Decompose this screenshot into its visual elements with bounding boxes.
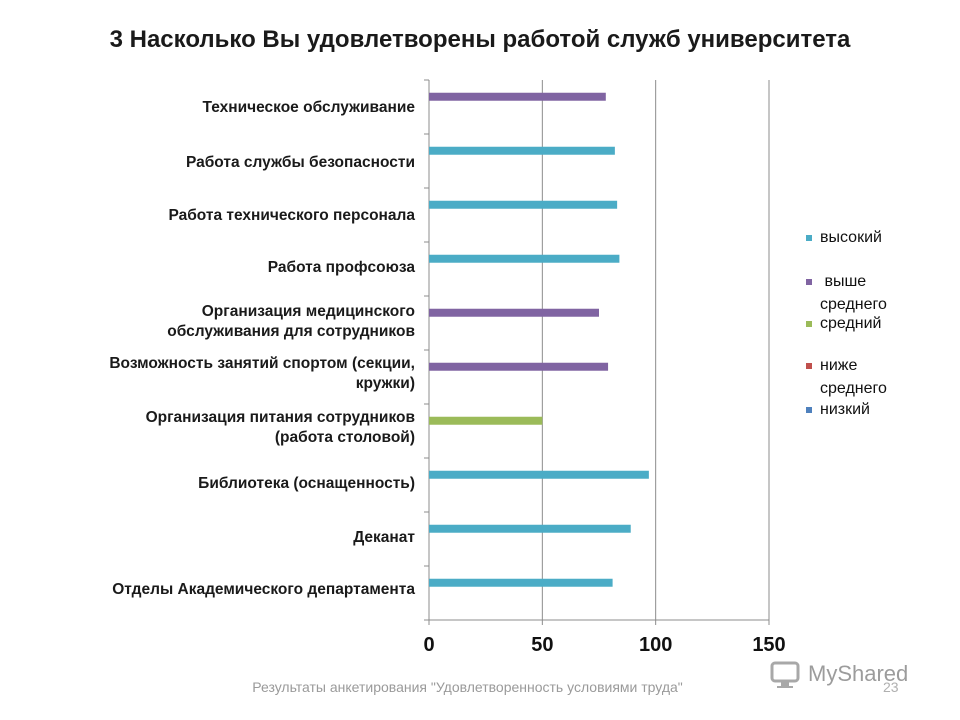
bar: [429, 470, 649, 479]
category-label: Работа службы безопасности: [185, 154, 415, 171]
bar: [429, 308, 599, 317]
legend-label-line: среднего: [820, 380, 887, 397]
category-label: Деканат: [353, 529, 415, 546]
x-tick-label: 150: [752, 634, 785, 656]
legend-label: выше среднего: [820, 270, 940, 316]
legend-swatch: [806, 363, 812, 369]
category-label: Возможность занятий спортом (секции, кру…: [109, 355, 415, 392]
bar: [429, 578, 613, 587]
legend-label: ниже среднего: [820, 354, 940, 400]
legend-label: средний: [820, 312, 940, 335]
legend-label-line: ниже: [820, 357, 858, 374]
legend-label: низкий: [820, 398, 940, 421]
monitor-icon: [770, 661, 800, 688]
x-tick-label: 0: [423, 634, 434, 656]
category-label: Организация медицинского обслуживания дл…: [167, 303, 415, 340]
legend-label-line: низкий: [820, 401, 870, 418]
bar: [429, 92, 606, 101]
legend-swatch: [806, 321, 812, 327]
category-label: Техническое обслуживание: [202, 99, 416, 116]
legend-swatch: [806, 279, 812, 285]
category-label: Отделы Академического департамента: [112, 581, 415, 598]
page-number: 23: [883, 679, 899, 695]
category-label: Организация питания сотрудников (работа …: [145, 409, 415, 446]
category-label: Библиотека (оснащенность): [198, 475, 415, 492]
bar: [429, 254, 620, 263]
x-tick-label: 50: [531, 634, 553, 656]
bar: [429, 362, 609, 371]
legend-label-line: выше: [820, 273, 867, 290]
bar: [429, 200, 618, 209]
legend-label-line: средний: [820, 315, 882, 332]
bar: [429, 146, 615, 155]
watermark-text: MyShared: [808, 661, 909, 686]
watermark-logo: MyShared: [768, 658, 938, 692]
x-tick-label: 100: [639, 634, 672, 656]
category-label: Работа профсоюза: [267, 259, 415, 276]
legend-label: высокий: [820, 226, 940, 249]
category-label: Работа технического персонала: [168, 207, 415, 224]
legend-label-line: среднего: [820, 296, 887, 313]
footer-caption: Результаты анкетирования "Удовлетворенно…: [252, 679, 683, 695]
legend-label-line: высокий: [820, 229, 882, 246]
bar: [429, 524, 631, 533]
bar: [429, 416, 543, 425]
legend-swatch: [806, 235, 812, 241]
chart-title: 3 Насколько Вы удовлетворены работой слу…: [109, 26, 851, 53]
legend-swatch: [806, 407, 812, 413]
